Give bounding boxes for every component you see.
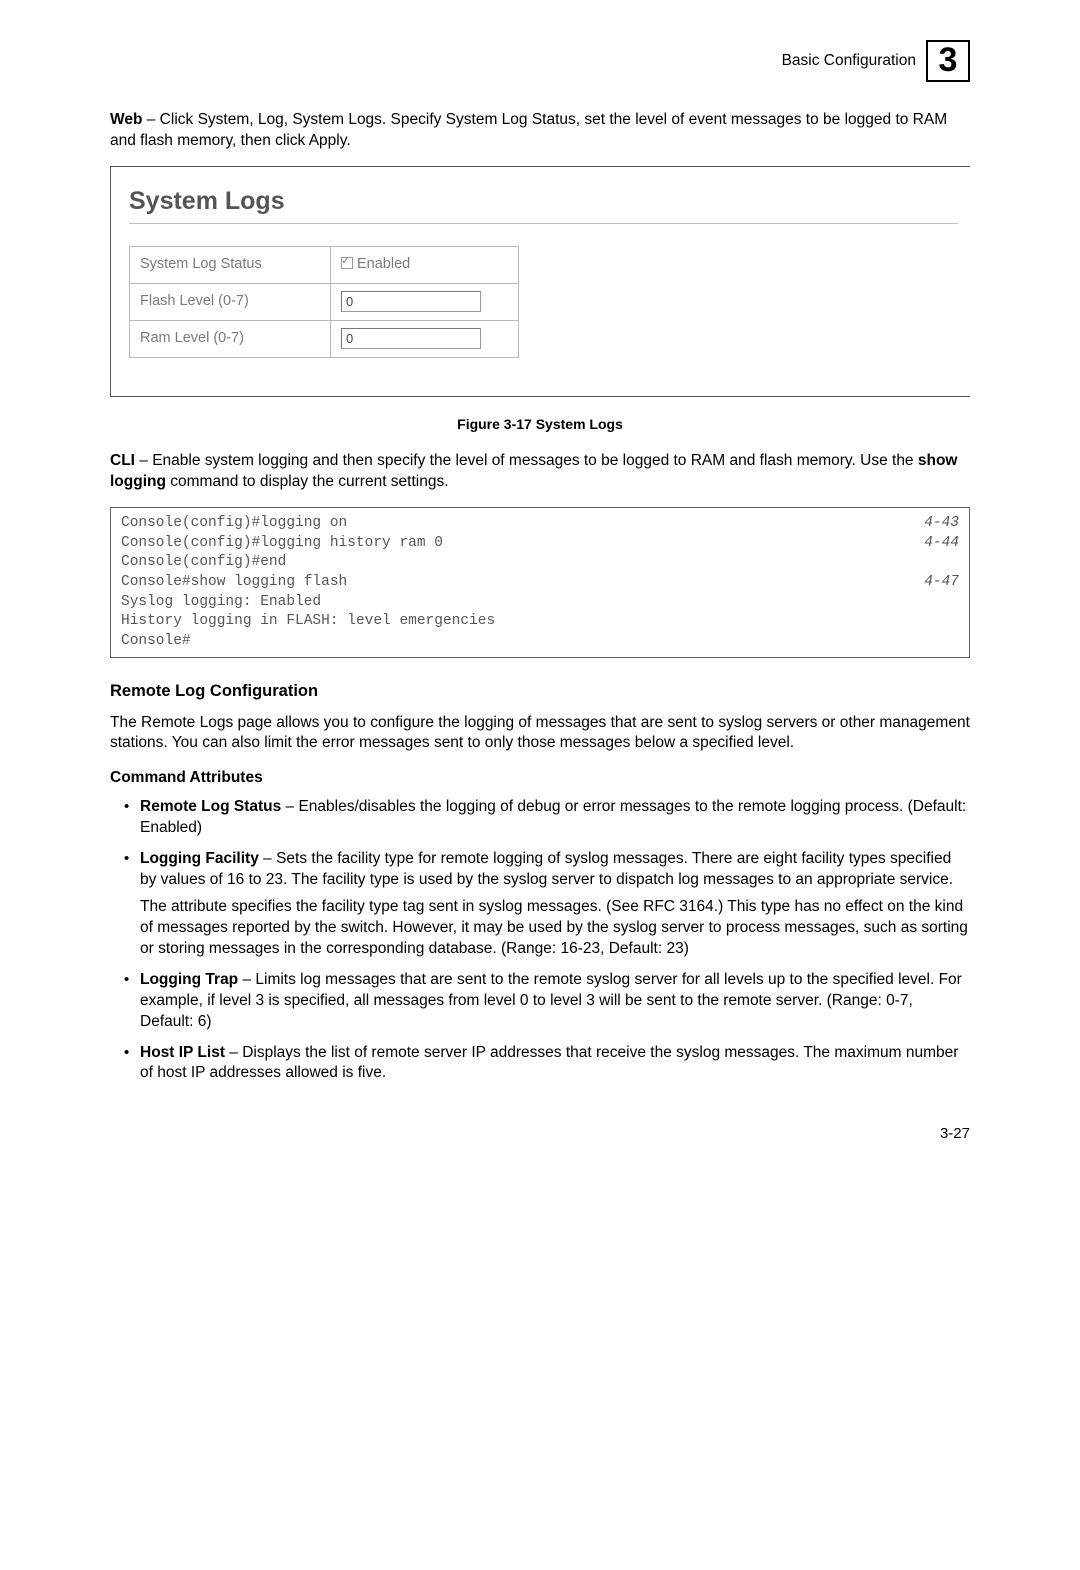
code-text: Syslog logging: Enabled: [121, 593, 321, 613]
cli-body-a: – Enable system logging and then specify…: [135, 452, 918, 469]
bullet-text: – Displays the list of remote server IP …: [140, 1044, 958, 1082]
page-header: Basic Configuration 3: [110, 40, 970, 82]
bullet-remote-log-status: Remote Log Status – Enables/disables the…: [124, 797, 970, 839]
cli-body-b: command to display the current settings.: [166, 473, 449, 490]
command-attributes-list: Remote Log Status – Enables/disables the…: [110, 797, 970, 1084]
row-ram-level: Ram Level (0-7) 0: [130, 320, 519, 357]
cell-label: Ram Level (0-7): [130, 320, 331, 357]
system-logs-figure: System Logs System Log Status Enabled Fl…: [110, 166, 970, 397]
remote-log-para: The Remote Logs page allows you to confi…: [110, 713, 970, 755]
cli-label: CLI: [110, 452, 135, 469]
cell-label: System Log Status: [130, 246, 331, 283]
bullet-text: – Limits log messages that are sent to t…: [140, 971, 962, 1030]
flash-level-input[interactable]: 0: [341, 291, 481, 313]
code-ref: [939, 612, 959, 632]
command-attributes-heading: Command Attributes: [110, 768, 970, 789]
section-title: Basic Configuration: [782, 51, 916, 72]
bullet-logging-facility: Logging Facility – Sets the facility typ…: [124, 849, 970, 960]
bullet-logging-trap: Logging Trap – Limits log messages that …: [124, 970, 970, 1033]
code-line: History logging in FLASH: level emergenc…: [121, 612, 959, 632]
code-line: Syslog logging: Enabled: [121, 593, 959, 613]
cell-label: Flash Level (0-7): [130, 283, 331, 320]
panel-title: System Logs: [129, 185, 958, 219]
cell-value: 0: [331, 283, 519, 320]
bullet-title: Logging Trap: [140, 971, 238, 988]
code-ref: 4-43: [904, 514, 959, 534]
bullet-title: Remote Log Status: [140, 798, 281, 815]
code-ref: [939, 593, 959, 613]
enabled-checkbox[interactable]: [341, 257, 353, 269]
code-text: Console(config)#end: [121, 553, 286, 573]
code-text: Console(config)#logging on: [121, 514, 347, 534]
code-text: Console#show logging flash: [121, 573, 347, 593]
web-label: Web: [110, 111, 142, 128]
web-body: – Click System, Log, System Logs. Specif…: [110, 111, 947, 149]
panel-divider: [129, 223, 958, 224]
system-logs-table: System Log Status Enabled Flash Level (0…: [129, 246, 519, 358]
bullet-subpara: The attribute specifies the facility typ…: [140, 897, 970, 960]
code-text: History logging in FLASH: level emergenc…: [121, 612, 495, 632]
row-system-log-status: System Log Status Enabled: [130, 246, 519, 283]
figure-caption: Figure 3-17 System Logs: [110, 415, 970, 434]
chapter-number: 3: [926, 40, 970, 82]
code-line: Console(config)#logging on 4-43: [121, 514, 959, 534]
code-ref: 4-44: [904, 534, 959, 554]
code-ref: [939, 632, 959, 652]
remote-log-heading: Remote Log Configuration: [110, 680, 970, 702]
code-line: Console(config)#end: [121, 553, 959, 573]
code-text: Console(config)#logging history ram 0: [121, 534, 443, 554]
code-line: Console#show logging flash 4-47: [121, 573, 959, 593]
ram-level-input[interactable]: 0: [341, 328, 481, 350]
bullet-title: Host IP List: [140, 1044, 225, 1061]
enabled-label: Enabled: [357, 256, 410, 272]
code-line: Console(config)#logging history ram 0 4-4…: [121, 534, 959, 554]
bullet-text: – Sets the facility type for remote logg…: [140, 850, 953, 888]
bullet-host-ip-list: Host IP List – Displays the list of remo…: [124, 1043, 970, 1085]
page-number: 3-27: [110, 1124, 970, 1144]
cell-value: Enabled: [331, 246, 519, 283]
cli-instructions: CLI – Enable system logging and then spe…: [110, 451, 970, 493]
cell-value: 0: [331, 320, 519, 357]
cli-output-box: Console(config)#logging on 4-43 Console(c…: [110, 507, 970, 658]
code-ref: [939, 553, 959, 573]
code-text: Console#: [121, 632, 191, 652]
bullet-title: Logging Facility: [140, 850, 259, 867]
row-flash-level: Flash Level (0-7) 0: [130, 283, 519, 320]
web-instructions: Web – Click System, Log, System Logs. Sp…: [110, 110, 970, 152]
code-line: Console#: [121, 632, 959, 652]
code-ref: 4-47: [904, 573, 959, 593]
